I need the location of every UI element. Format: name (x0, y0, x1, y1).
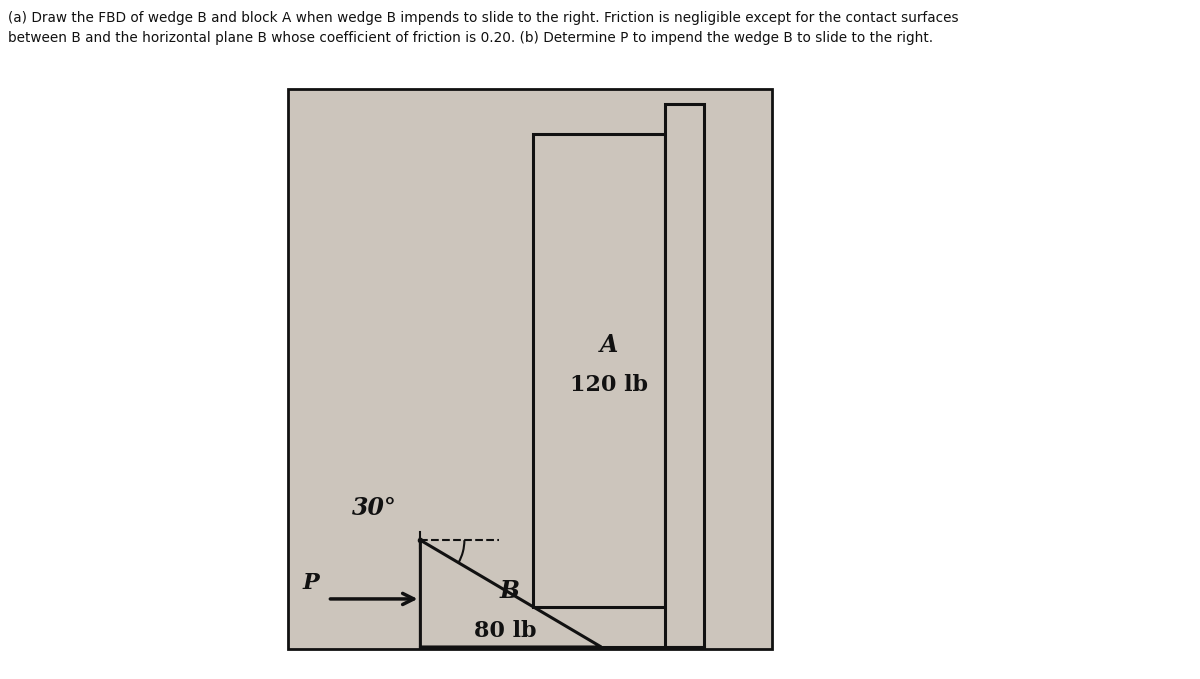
Text: P: P (302, 572, 319, 594)
Text: between B and the horizontal plane B whose coefficient of friction is 0.20. (b) : between B and the horizontal plane B who… (8, 31, 932, 45)
Bar (288, 89, 773, 649)
Text: B: B (500, 579, 520, 604)
Polygon shape (665, 104, 704, 647)
Text: 80 lb: 80 lb (474, 621, 536, 642)
Polygon shape (533, 134, 665, 606)
Text: 30°: 30° (352, 496, 397, 520)
Polygon shape (420, 540, 601, 647)
Text: A: A (599, 333, 618, 357)
Text: 120 lb: 120 lb (570, 374, 648, 397)
Text: (a) Draw the FBD of wedge B and block A when wedge B impends to slide to the rig: (a) Draw the FBD of wedge B and block A … (8, 11, 959, 25)
